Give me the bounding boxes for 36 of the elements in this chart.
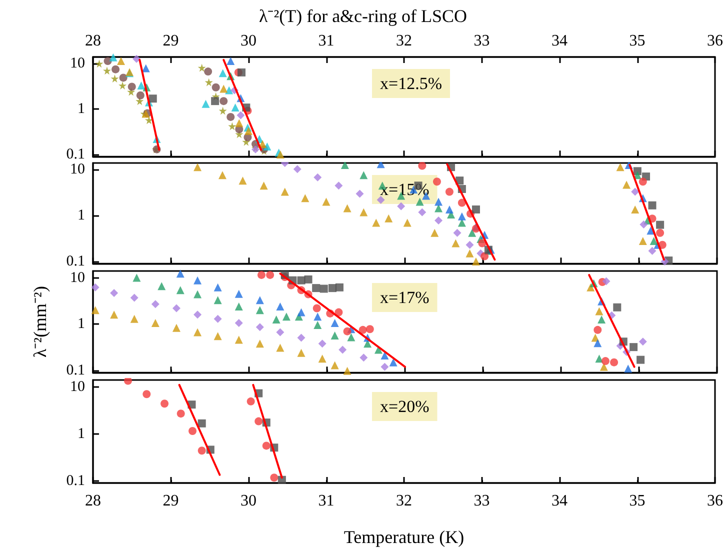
x2-tick-label: 36 <box>707 32 723 50</box>
annotation: x=20% <box>380 397 430 416</box>
x-tick-label: 32 <box>396 492 412 510</box>
x-tick-label: 33 <box>474 492 490 510</box>
x-tick-label: 31 <box>318 492 334 510</box>
x-tick-label: 28 <box>85 492 101 510</box>
y-tick-label: 10 <box>70 56 85 72</box>
x2-tick-label: 32 <box>396 32 412 50</box>
x-tick-label: 34 <box>552 492 568 510</box>
y-axis-title: λ⁻²(mm⁻²) <box>30 286 50 358</box>
x-tick-label: 35 <box>629 492 646 510</box>
annotation: x=17% <box>380 288 430 307</box>
y-tick-label: 1 <box>78 426 85 442</box>
x-tick-label: 36 <box>707 492 723 510</box>
y-tick-label: 0.1 <box>66 146 85 162</box>
x-tick-label: 30 <box>240 492 256 510</box>
y-tick-label: 0.1 <box>66 472 85 489</box>
y-tick-label: 1 <box>78 208 85 224</box>
x2-tick-label: 31 <box>318 32 334 50</box>
x2-tick-label: 35 <box>629 32 646 50</box>
x2-tick-label: 33 <box>474 32 490 50</box>
y-tick-label: 10 <box>70 270 85 286</box>
x-tick-label: 29 <box>162 492 179 510</box>
annotation: x=12.5% <box>380 74 442 93</box>
y-tick-label: 10 <box>70 378 85 395</box>
x2-tick-label: 34 <box>552 32 568 50</box>
x2-tick-label: 30 <box>240 32 256 50</box>
y-tick-label: 0.1 <box>66 254 85 270</box>
chart-title: λ⁻²(T) for a&c-ring of LSCO <box>258 6 468 26</box>
x2-tick-label: 29 <box>162 32 179 50</box>
x2-tick-label: 28 <box>85 32 101 50</box>
x-axis-title: Temperature (K) <box>344 527 464 547</box>
y-tick-label: 0.1 <box>66 362 85 378</box>
y-tick-label: 1 <box>78 316 85 332</box>
y-tick-label: 1 <box>78 101 85 118</box>
y-tick-label: 10 <box>70 162 85 178</box>
